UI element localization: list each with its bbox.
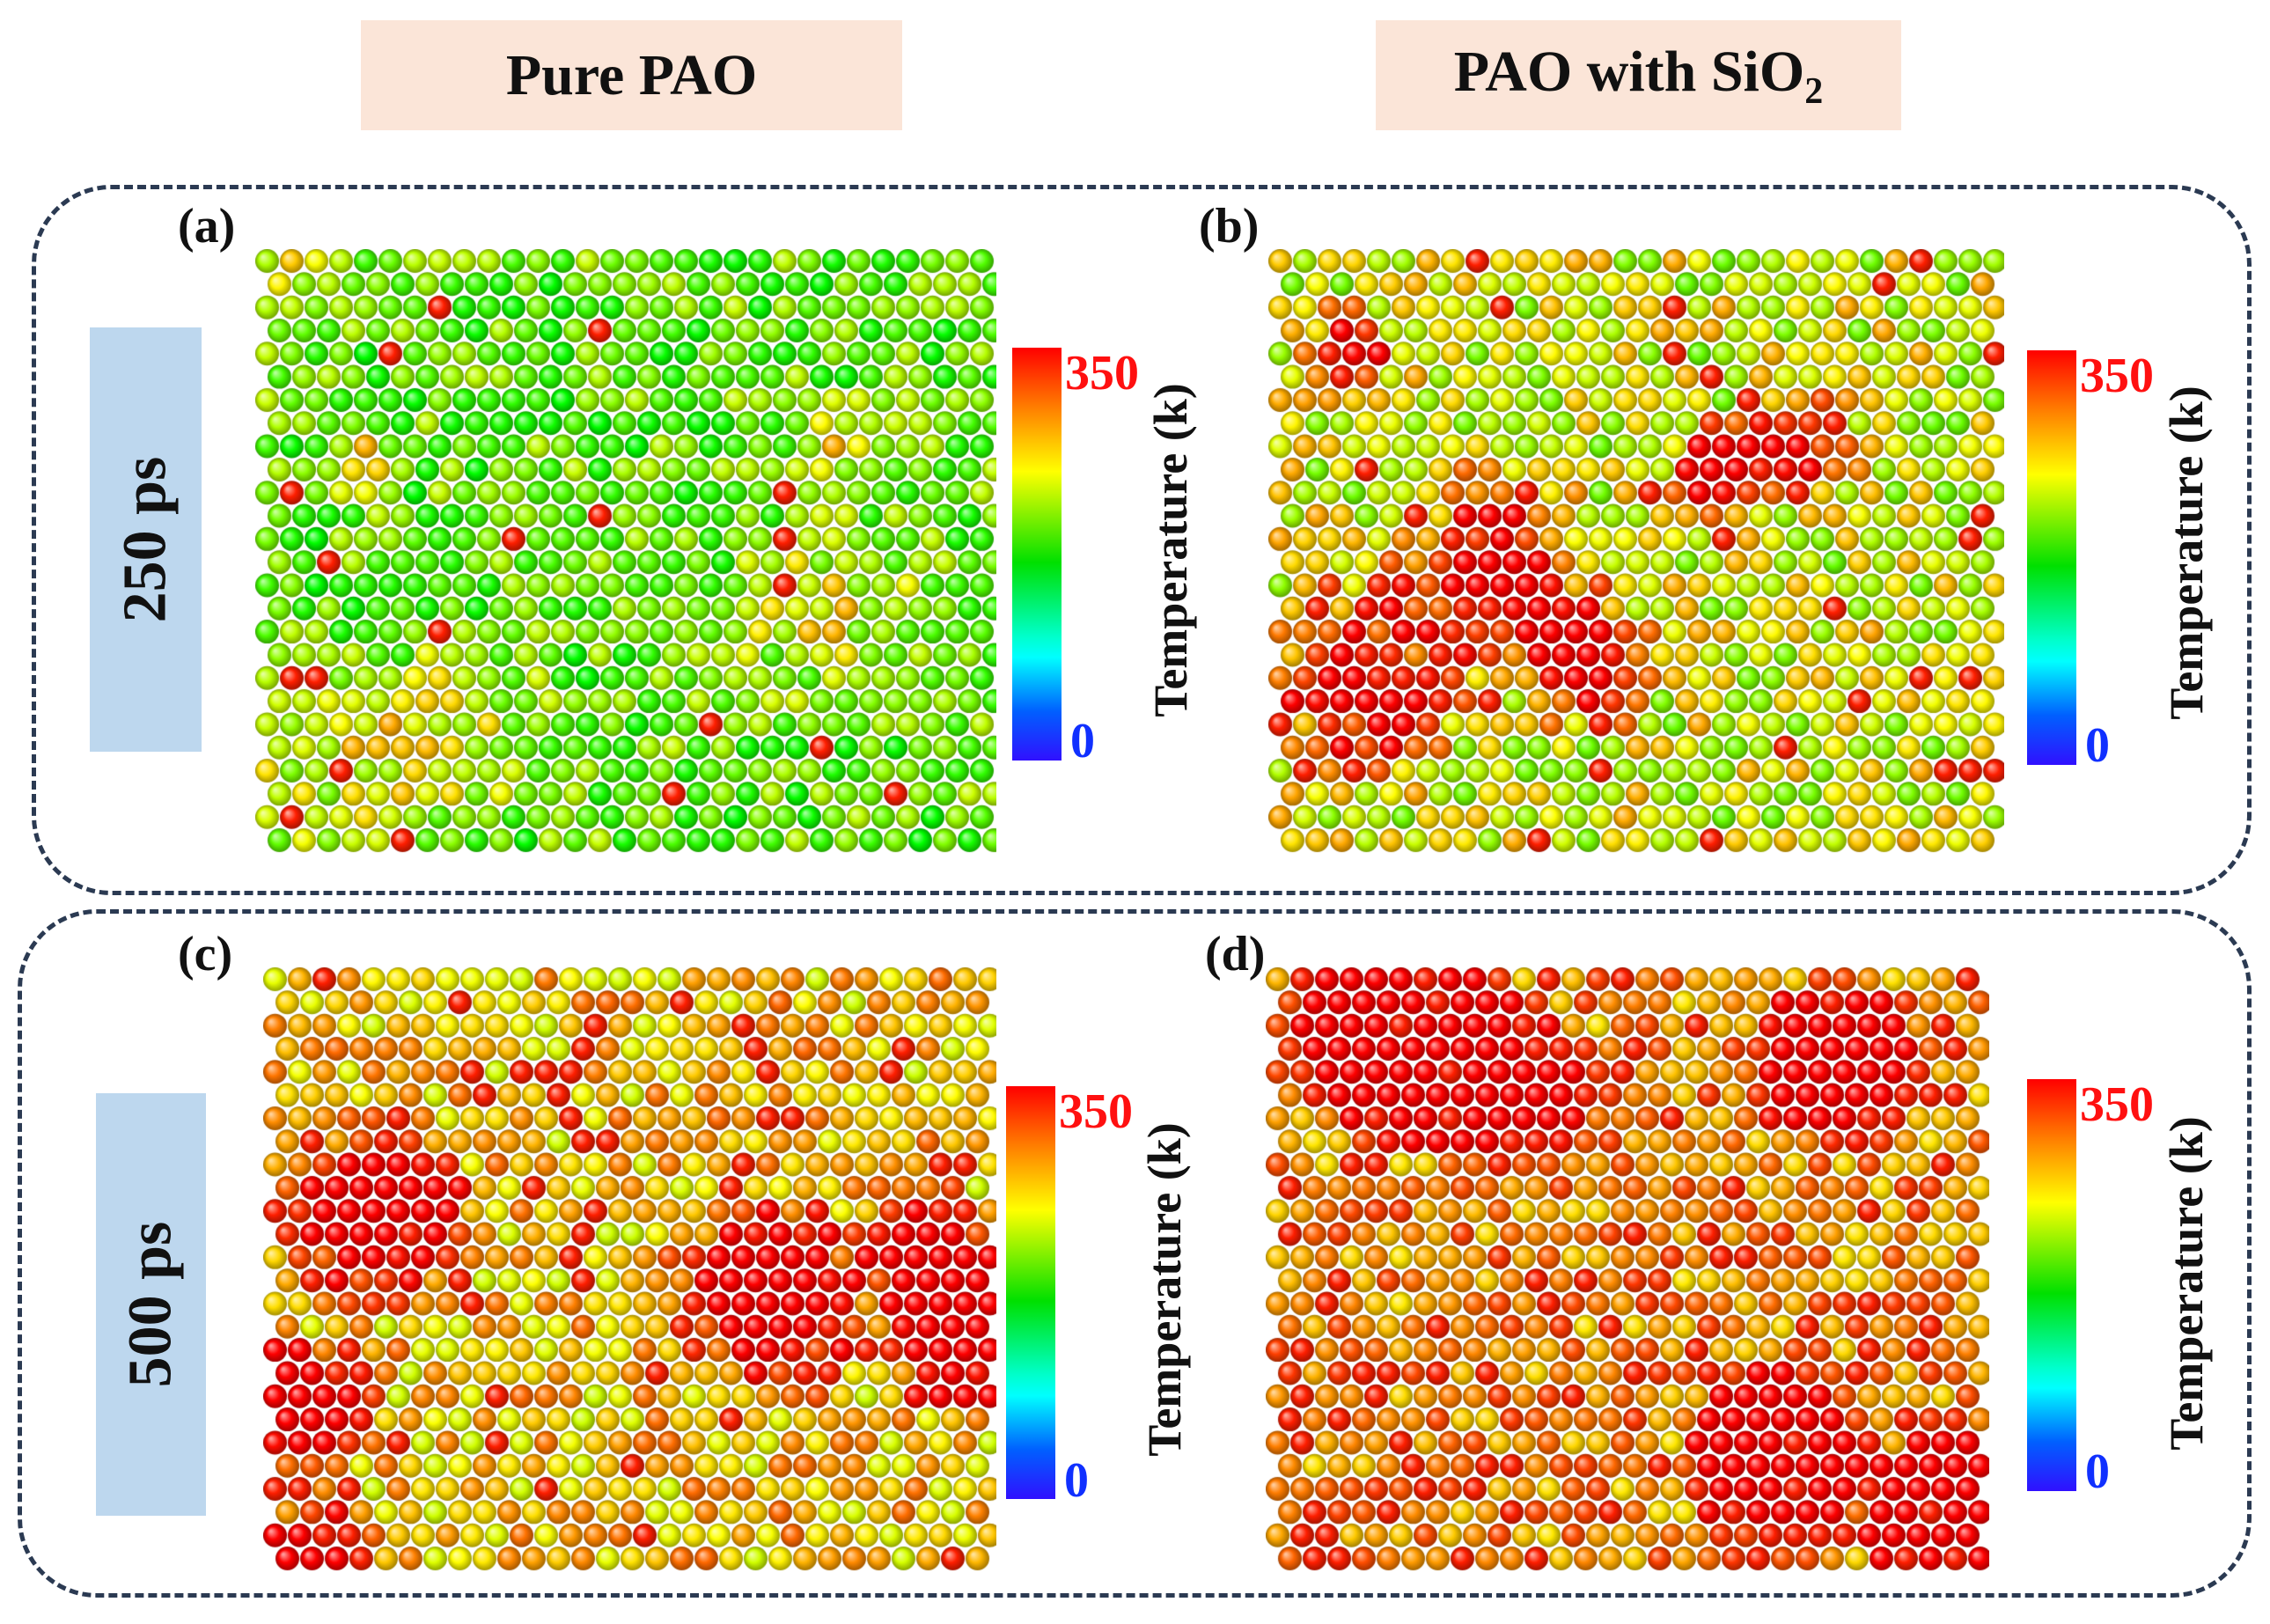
panel-label-c: (c) — [178, 927, 233, 981]
colorbar-max-c: 350 — [1059, 1084, 1133, 1139]
colorbar-min-a: 0 — [1070, 714, 1095, 768]
particle-snapshot-d — [1266, 967, 1989, 1574]
header-label: PAO with SiO2 — [1453, 39, 1824, 112]
row-label-250ps: 250 ps — [90, 327, 202, 752]
colorbar-max-d: 350 — [2080, 1077, 2154, 1132]
colorbar-min-c: 0 — [1064, 1453, 1089, 1508]
colorbar-min-b: 0 — [2085, 718, 2110, 773]
row-label-500ps: 500 ps — [96, 1093, 206, 1516]
panel-label-d: (d) — [1205, 927, 1266, 981]
particle-snapshot-b — [1268, 249, 2004, 860]
panel-label-b: (b) — [1199, 199, 1260, 254]
colorbar-b — [2027, 350, 2076, 765]
colorbar-c — [1006, 1086, 1055, 1499]
header-pure-pao: Pure PAO — [361, 20, 902, 130]
frame-250ps — [32, 185, 2252, 895]
colorbar-a — [1012, 348, 1062, 761]
header-pao-sio2: PAO with SiO2 — [1376, 20, 1901, 130]
colorbar-d — [2027, 1079, 2076, 1491]
header-label: Pure PAO — [505, 42, 758, 107]
particle-snapshot-c — [263, 967, 996, 1574]
frame-500ps — [18, 909, 2252, 1598]
colorbar-min-d: 0 — [2085, 1444, 2110, 1499]
colorbar-max-b: 350 — [2080, 349, 2154, 403]
panel-label-a: (a) — [178, 199, 236, 254]
colorbar-max-a: 350 — [1065, 346, 1139, 400]
particle-snapshot-a — [255, 249, 996, 860]
